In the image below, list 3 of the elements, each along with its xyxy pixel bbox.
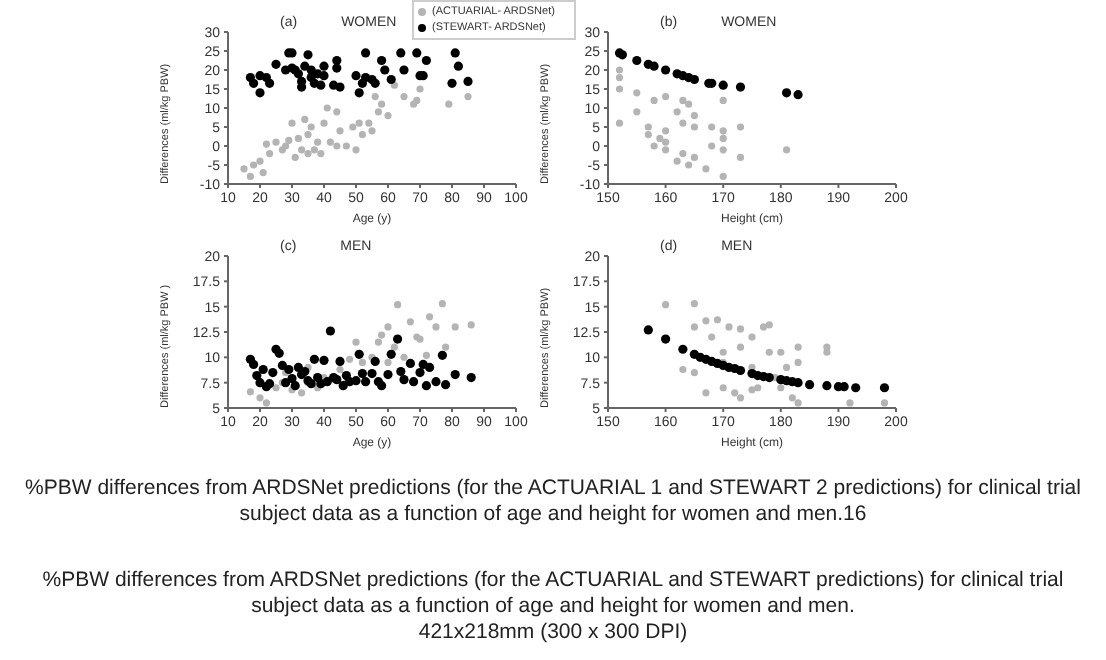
text: %PBW differences from ARDSNet predictions (for the ACTUARIAL and STEWART predictions) for clinical trial subject data as a function of age and height for women and men. bbox=[40, 568, 1066, 620]
text: 421x218mm (300 x 300 DPI) bbox=[416, 620, 690, 646]
text: %PBW differences from ARDSNet predictions (for the ACTUARIAL 1 and STEWART 2 predictions) for clinical trial subject data as a function of age and height for women and men.16 bbox=[23, 476, 1083, 528]
